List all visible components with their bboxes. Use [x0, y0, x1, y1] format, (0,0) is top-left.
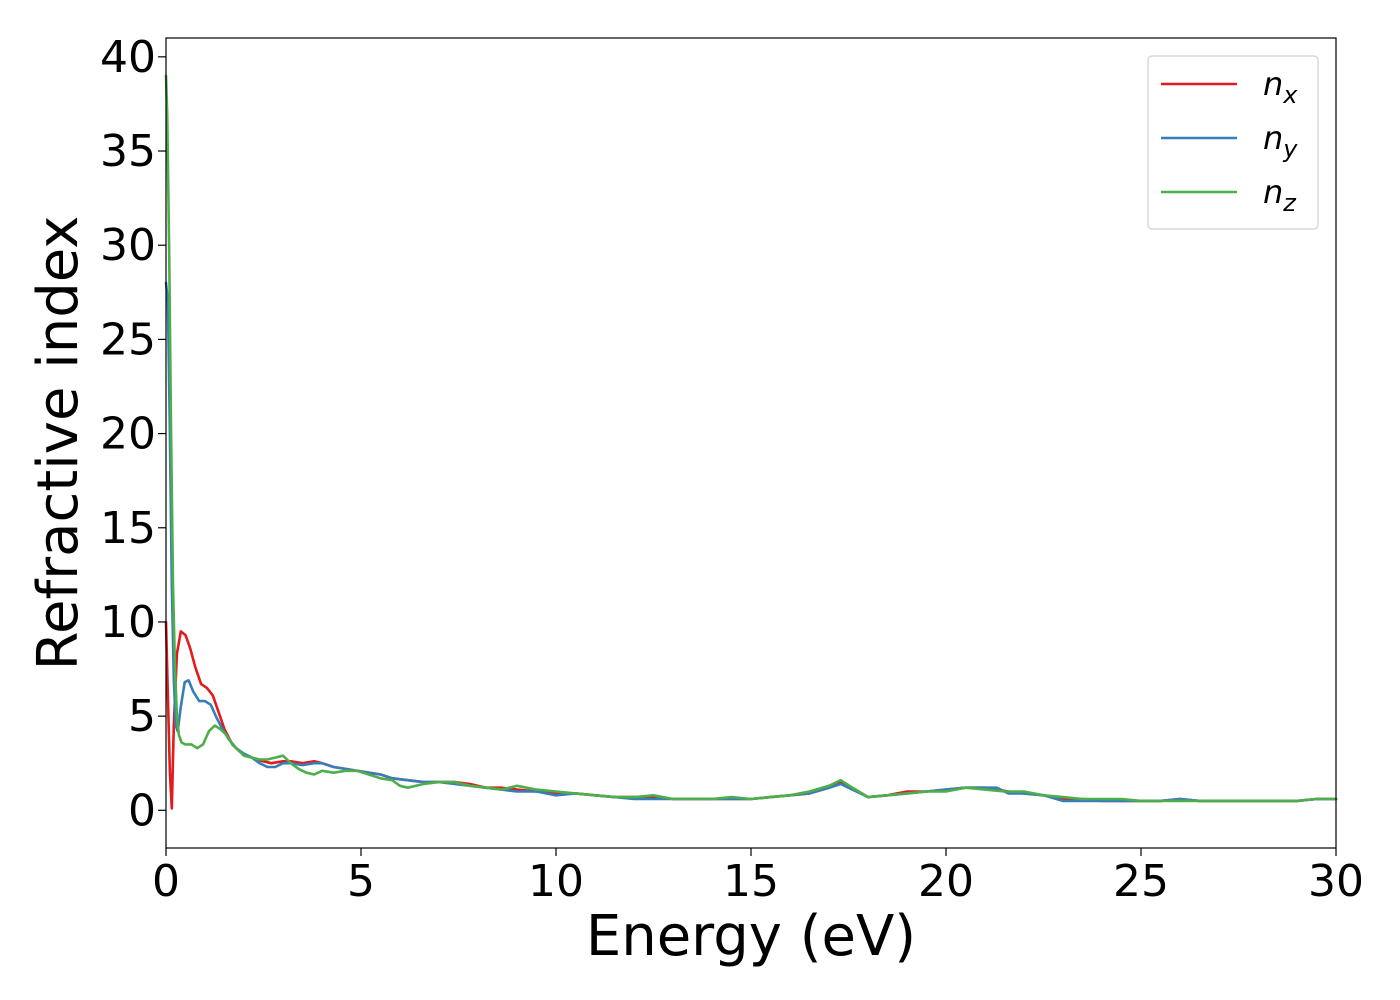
series-line-ny [164, 281, 1338, 803]
series-layer [164, 74, 1338, 810]
y-tick-label: 5 [128, 691, 156, 742]
y-tick-label: 40 [100, 32, 156, 83]
y-axis-title: Refractive index [26, 216, 91, 671]
y-tick-label: 30 [100, 220, 156, 271]
y-tick-label: 10 [100, 597, 156, 648]
x-tick-label: 0 [152, 856, 180, 907]
y-tick-label: 0 [128, 785, 156, 836]
x-tick-label: 30 [1308, 856, 1364, 907]
x-axis-title: Energy (eV) [586, 904, 916, 969]
legend: nx ny nz [1147, 55, 1319, 230]
y-axis-ticks: 0 5 10 15 20 25 30 35 40 [100, 32, 166, 836]
y-tick-label: 25 [100, 314, 156, 365]
legend-items: nx ny nz [1161, 65, 1298, 217]
plot-background [166, 38, 1336, 848]
legend-label-nz: nz [1263, 173, 1297, 217]
y-tick-label: 35 [100, 126, 156, 177]
x-tick-label: 15 [723, 856, 779, 907]
x-tick-label: 5 [347, 856, 375, 907]
x-axis-ticks: 0 5 10 15 20 25 30 [152, 848, 1364, 907]
legend-label-nx: nx [1263, 65, 1298, 109]
legend-box [1147, 55, 1319, 230]
x-tick-label: 25 [1113, 856, 1169, 907]
series-line-nz [164, 74, 1338, 803]
legend-label-ny: ny [1263, 119, 1298, 163]
y-tick-label: 15 [100, 503, 156, 554]
y-tick-label: 20 [100, 409, 156, 460]
x-tick-label: 20 [918, 856, 974, 907]
x-tick-label: 10 [528, 856, 584, 907]
